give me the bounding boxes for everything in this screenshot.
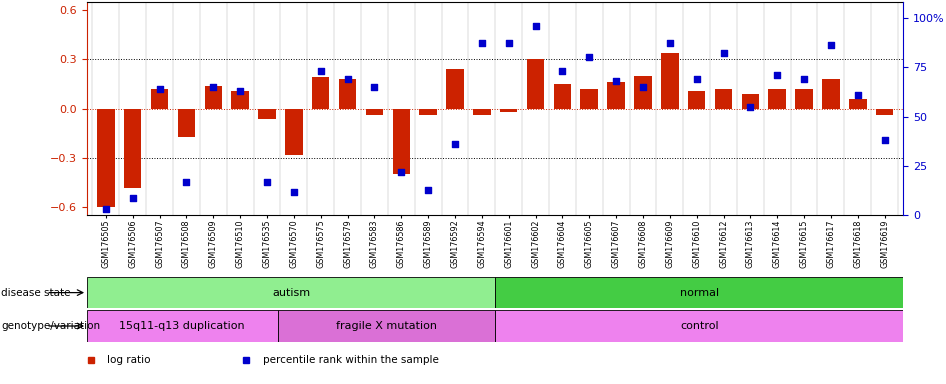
Point — [447, 141, 463, 147]
Bar — [527, 60, 544, 109]
Point — [367, 84, 382, 90]
Point — [770, 72, 785, 78]
Point — [205, 84, 220, 90]
Point — [501, 40, 517, 46]
Point — [636, 84, 651, 90]
Text: control: control — [680, 321, 719, 331]
Bar — [553, 84, 571, 109]
Point — [421, 187, 436, 193]
Bar — [607, 83, 624, 109]
Point — [125, 195, 140, 201]
Point — [394, 169, 409, 175]
Bar — [419, 109, 437, 115]
Text: disease state: disease state — [1, 288, 70, 298]
Text: normal: normal — [680, 288, 719, 298]
Bar — [822, 79, 840, 109]
Point — [313, 68, 328, 74]
Bar — [285, 109, 303, 155]
Bar — [339, 79, 357, 109]
Text: autism: autism — [272, 288, 310, 298]
Point — [554, 68, 569, 74]
Point — [179, 179, 194, 185]
Bar — [768, 89, 786, 109]
Bar — [232, 91, 249, 109]
Point — [474, 40, 489, 46]
Point — [98, 207, 114, 213]
Bar — [447, 69, 464, 109]
Text: 15q11-q13 duplication: 15q11-q13 duplication — [119, 321, 245, 331]
Point — [850, 92, 866, 98]
Bar — [796, 89, 813, 109]
Bar — [97, 109, 114, 207]
Bar — [661, 53, 678, 109]
Bar — [495, 277, 903, 308]
Text: genotype/variation: genotype/variation — [1, 321, 100, 331]
Bar — [715, 89, 732, 109]
Point — [340, 76, 355, 82]
Bar — [277, 310, 495, 342]
Bar — [393, 109, 410, 174]
Bar — [204, 86, 222, 109]
Bar — [499, 109, 517, 112]
Bar — [258, 109, 275, 119]
Bar — [150, 89, 168, 109]
Point — [608, 78, 623, 84]
Point — [743, 104, 758, 110]
Point — [259, 179, 274, 185]
Point — [528, 23, 543, 29]
Bar — [178, 109, 195, 137]
Point — [662, 40, 677, 46]
Point — [823, 42, 838, 48]
Point — [797, 76, 812, 82]
Bar — [688, 91, 706, 109]
Bar — [495, 310, 903, 342]
Text: percentile rank within the sample: percentile rank within the sample — [263, 355, 438, 365]
Bar — [473, 109, 491, 115]
Bar — [876, 109, 893, 115]
Point — [287, 189, 302, 195]
Bar — [87, 277, 495, 308]
Bar — [581, 89, 598, 109]
Point — [689, 76, 704, 82]
Point — [582, 54, 597, 60]
Text: log ratio: log ratio — [108, 355, 151, 365]
Bar — [124, 109, 141, 187]
Bar — [87, 310, 277, 342]
Text: fragile X mutation: fragile X mutation — [336, 321, 437, 331]
Point — [716, 50, 731, 56]
Bar — [312, 78, 329, 109]
Bar — [634, 76, 652, 109]
Point — [233, 88, 248, 94]
Bar — [742, 94, 759, 109]
Point — [877, 137, 892, 143]
Bar — [366, 109, 383, 115]
Bar — [850, 99, 867, 109]
Point — [152, 86, 167, 92]
